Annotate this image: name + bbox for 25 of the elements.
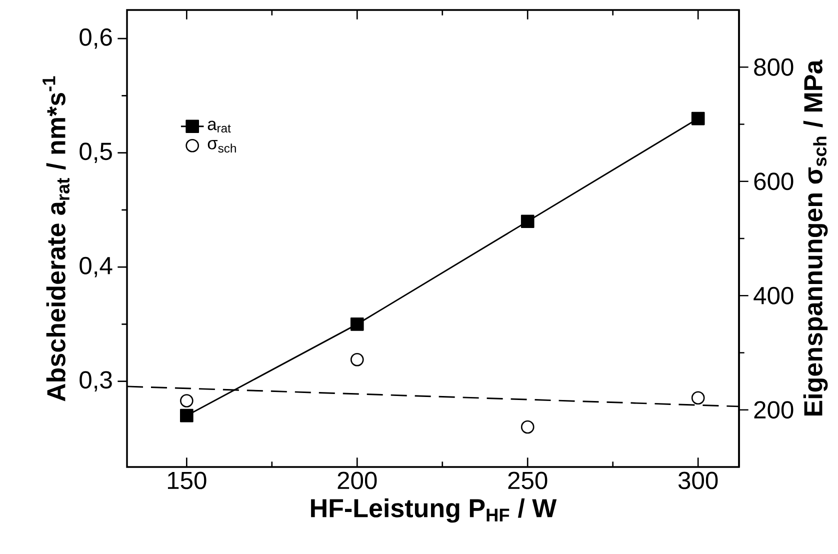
point bbox=[350, 352, 364, 366]
legend-label: a$_{rat}$ bbox=[208, 120, 231, 133]
legend-label: σ$_{sch}$ bbox=[208, 140, 236, 153]
y2-tick-label: 600 bbox=[754, 172, 794, 190]
y2-axis-title: Eigenspannungen σ$_{sch}$ / MPa bbox=[803, 60, 828, 416]
point bbox=[520, 420, 534, 434]
x-tick-label: 250 bbox=[508, 472, 548, 490]
x-tick-label: 150 bbox=[168, 472, 206, 490]
x-tick-label: 300 bbox=[678, 472, 718, 490]
y-tick-label: 0,5 bbox=[80, 142, 112, 163]
point bbox=[350, 318, 364, 331]
y2-tick-label: 200 bbox=[754, 401, 794, 419]
point bbox=[691, 391, 705, 405]
x-axis-title: HF-Leistung P$_{HF}$ / W bbox=[311, 498, 557, 523]
y2-tick-label: 800 bbox=[754, 58, 794, 76]
y2-tick-label: 400 bbox=[754, 286, 794, 304]
x-tick-label: 200 bbox=[338, 472, 377, 490]
point bbox=[180, 394, 194, 408]
point bbox=[520, 214, 534, 228]
y-tick-label: 0,6 bbox=[80, 28, 112, 49]
y-axis-title: Abscheiderate a$_{rat}$ / nm*s$^{-1}$ bbox=[42, 76, 70, 402]
point bbox=[691, 112, 705, 126]
point bbox=[180, 408, 194, 422]
y-tick-label: 0,3 bbox=[80, 371, 112, 392]
y-tick-label: 0,4 bbox=[80, 256, 112, 278]
